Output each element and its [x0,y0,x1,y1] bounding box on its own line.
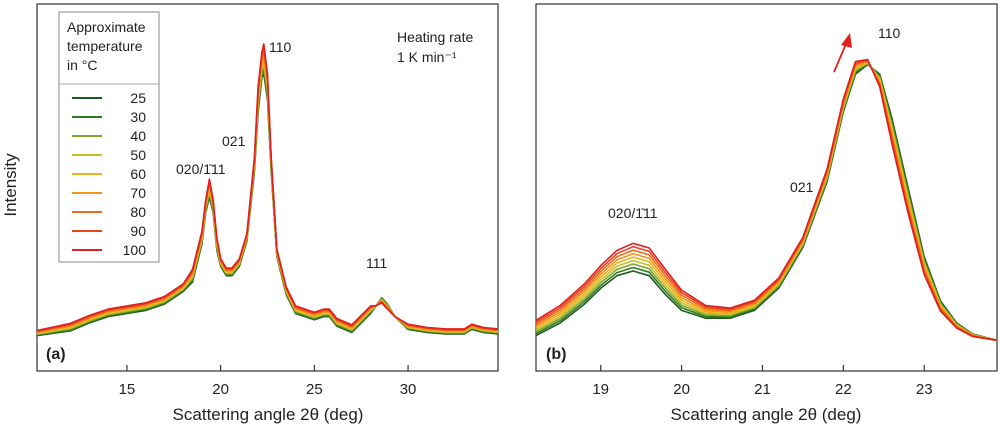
temperature-arrow-head [841,33,852,48]
legend-label-70: 70 [130,185,146,201]
temperature-arrow [833,33,852,73]
y-axis-label: Intensity [1,153,20,217]
x-tick-label-b-19: 19 [592,381,609,398]
x-tick-label-b-23: 23 [916,381,933,398]
panel-b-frame [535,3,998,372]
panel-a-frame [36,3,499,372]
panel-a: 15 20 25 30 (a) Scattering angle 2θ (deg) H… [36,3,499,424]
legend-label-100: 100 [123,242,147,258]
peak-label-a-110: 110 [269,39,292,55]
x-tick-label-b-22: 22 [835,381,852,398]
series-line-b-100 [535,58,998,342]
panel-b: 19 20 21 22 23 (b) Scattering angle 2θ (deg)… [535,3,998,424]
panel-a-series [36,43,499,337]
legend-label-25: 25 [130,90,146,106]
legend-label-30: 30 [130,109,146,125]
series-line-b-30 [535,63,998,342]
peak-label-b-020: 020/1̄11 [608,205,658,221]
x-tick-label-a-15: 15 [119,381,136,398]
legend-entries: 25 30 40 50 60 70 80 90 100 [72,90,146,258]
legend-title-line-1: Approximate [67,19,146,35]
heating-rate-title: Heating rate [397,29,473,45]
panel-a-x-ticks: 15 20 25 30 [119,365,417,398]
panel-a-x-axis-label: Scattering angle 2θ (deg) [173,405,364,424]
x-tick-label-a-30: 30 [400,381,417,398]
panel-b-series [535,58,998,342]
x-tick-label-b-20: 20 [673,381,690,398]
panel-b-label: (b) [546,346,566,363]
peak-label-b-110: 110 [878,25,901,41]
legend: Approximate temperature in °C 25 30 40 50 60… [58,11,160,263]
legend-title-line-2: temperature [67,38,143,54]
series-line-a-100 [36,43,499,332]
legend-label-80: 80 [130,204,146,220]
x-tick-label-b-21: 21 [754,381,771,398]
panel-b-x-ticks: 19 20 21 22 23 [592,365,933,398]
peak-label-a-111: 111 [366,255,387,271]
peak-label-b-021: 021 [790,179,814,195]
x-tick-label-a-25: 25 [306,381,323,398]
legend-label-40: 40 [130,128,146,144]
panel-a-label: (a) [46,346,66,363]
x-tick-label-a-20: 20 [212,381,229,398]
peak-label-a-020: 020/1̄11 [176,161,226,177]
legend-label-60: 60 [130,166,146,182]
heating-rate-value: 1 K min⁻¹ [397,49,457,65]
legend-label-50: 50 [130,147,146,163]
legend-label-90: 90 [130,223,146,239]
panel-b-x-axis-label: Scattering angle 2θ (deg) [671,405,862,424]
temperature-arrow-shaft [833,43,847,73]
legend-title-line-3: in °C [67,57,98,73]
peak-label-a-021: 021 [222,133,246,149]
